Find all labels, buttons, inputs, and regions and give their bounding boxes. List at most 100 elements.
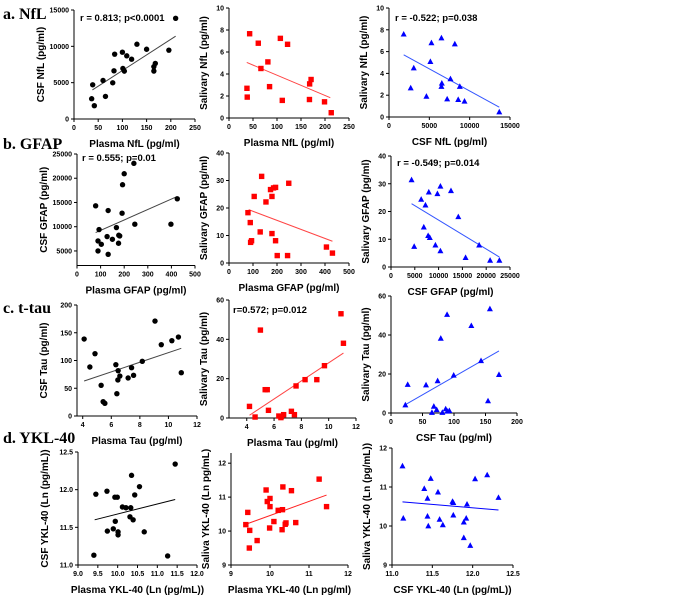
data-point — [139, 358, 145, 365]
x-tick-label: 200 — [319, 124, 331, 131]
x-axis-label: CSF YKL-40 (Ln (pg/mL)) — [393, 585, 511, 596]
data-point — [456, 83, 463, 89]
data-point — [425, 522, 432, 529]
x-tick-label: 0 — [72, 125, 76, 132]
data-point — [293, 519, 299, 526]
data-point — [338, 311, 344, 317]
data-point — [114, 390, 120, 397]
y-tick-label: 30 — [378, 181, 386, 188]
data-point — [267, 495, 273, 502]
y-axis-label: Salivary NfL (pg/ml) — [359, 16, 370, 110]
x-tick-label: 100 — [95, 272, 107, 279]
data-point — [112, 518, 118, 525]
data-point — [450, 499, 457, 505]
data-point — [436, 516, 443, 522]
data-point — [104, 488, 110, 494]
data-point — [486, 305, 493, 312]
data-point — [91, 552, 97, 558]
data-point — [340, 340, 347, 346]
x-tick-label: 500 — [189, 272, 201, 279]
data-point — [131, 160, 137, 167]
data-point — [468, 322, 475, 329]
data-point — [265, 407, 272, 414]
y-axis-label: Salivary Tau (pg/ml) — [199, 312, 210, 406]
scatter-panel: 4 6 8 10 12 0 20 40 60 Plasma Tau (pg/ml) Salivary… — [199, 298, 360, 450]
data-point — [168, 221, 174, 227]
data-point — [450, 371, 457, 378]
y-tick-label: 9 — [383, 563, 387, 570]
data-point — [152, 60, 159, 67]
data-point — [272, 184, 279, 191]
y-tick-label: 2 — [220, 94, 224, 101]
x-tick-label: 400 — [166, 272, 178, 279]
x-axis-label: CSF NfL (pg/ml) — [412, 137, 487, 148]
x-tick-label: 12 — [193, 422, 201, 429]
data-point — [408, 176, 415, 183]
x-tick-label: 4 — [245, 424, 249, 431]
data-point — [105, 207, 111, 214]
x-tick-label: 25000 — [500, 273, 520, 280]
data-point — [245, 209, 251, 216]
data-point — [269, 193, 275, 200]
x-tick-label: 8 — [299, 424, 303, 431]
x-tick-label: 50 — [249, 124, 257, 131]
x-tick-label: 0 — [389, 419, 393, 426]
y-axis-label: Saliva YKL-40 (Ln (pg/mL)) — [362, 443, 373, 570]
y-tick-label: 40 — [216, 151, 224, 158]
x-tick-label: 0 — [75, 272, 79, 279]
y-tick-label: 10 — [216, 6, 224, 13]
data-point — [308, 76, 314, 83]
regression-line — [402, 501, 499, 511]
data-point — [455, 96, 462, 102]
x-tick-label: 10 — [266, 571, 274, 578]
data-point — [125, 375, 131, 381]
data-point — [178, 370, 184, 376]
y-axis-label: CSF NfL (pg/ml) — [36, 27, 47, 102]
y-axis-label: CSF YKL-40 (Ln (pg/mL)) — [40, 449, 51, 567]
data-point — [407, 84, 414, 91]
data-point — [291, 411, 298, 418]
data-point — [293, 383, 299, 389]
data-point — [280, 411, 287, 418]
data-point — [284, 252, 291, 259]
data-point — [437, 247, 444, 254]
data-point — [275, 507, 281, 514]
data-point — [128, 505, 134, 511]
data-point — [257, 229, 263, 235]
x-tick-label: 12 — [352, 424, 360, 431]
data-point — [104, 233, 110, 240]
x-tick-label: 11.0 — [385, 571, 398, 578]
y-tick-label: 25000 — [53, 152, 73, 159]
y-axis-label: CSF Tau (pg/ml) — [39, 323, 50, 399]
data-point — [246, 31, 253, 37]
data-point — [418, 196, 425, 202]
y-tick-label: 11 — [380, 485, 388, 492]
data-point — [421, 485, 428, 491]
data-point — [132, 221, 138, 227]
y-tick-label: 100 — [60, 358, 72, 365]
regression-line — [245, 494, 327, 525]
row-label: b. GFAP — [3, 136, 62, 153]
y-tick-label: 11.0 — [60, 563, 73, 570]
data-point — [244, 94, 250, 100]
data-point — [266, 525, 273, 531]
y-tick-label: 4 — [220, 72, 224, 79]
y-tick-label: 10000 — [53, 224, 73, 231]
data-point — [279, 527, 285, 533]
data-point — [123, 505, 129, 511]
data-point — [151, 68, 157, 74]
data-point — [314, 376, 320, 383]
regression-line — [404, 350, 500, 406]
data-point — [141, 529, 147, 535]
data-point — [114, 494, 120, 500]
y-tick-label: 20000 — [53, 176, 73, 183]
data-point — [172, 15, 179, 21]
x-tick-label: 15000 — [500, 123, 520, 130]
data-point — [460, 534, 467, 541]
data-point — [87, 364, 93, 370]
data-point — [433, 406, 440, 413]
data-point — [111, 51, 118, 57]
data-point — [476, 241, 483, 248]
x-tick-label: 12.0 — [466, 571, 480, 578]
